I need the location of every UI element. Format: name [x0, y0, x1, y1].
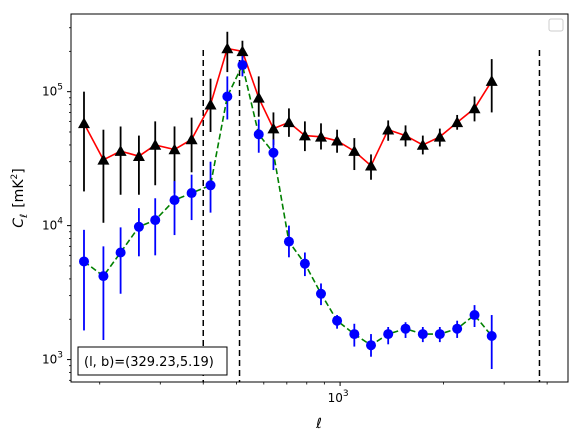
data-point — [222, 91, 233, 102]
data-point — [348, 145, 361, 156]
y-tick-label-0: 103 — [42, 351, 63, 367]
data-point — [150, 215, 161, 226]
data-point — [399, 129, 412, 141]
data-point — [486, 330, 497, 341]
y-axis-unit-end: ] — [11, 168, 27, 173]
data-point — [349, 329, 360, 340]
data-point — [268, 147, 279, 158]
data-point — [469, 310, 480, 321]
data-point — [468, 102, 481, 114]
data-point — [366, 340, 377, 351]
data-point — [133, 221, 144, 232]
axis-ticks: 103 104 105 103 — [42, 27, 548, 405]
series-line — [83, 47, 493, 167]
data-point — [132, 150, 145, 161]
data-point — [221, 42, 234, 54]
x-axis-title: ℓ — [315, 416, 322, 432]
data-point — [253, 129, 264, 140]
plot-frame — [70, 13, 569, 383]
series-layer — [77, 31, 498, 370]
series-0 — [77, 31, 498, 223]
data-point — [298, 129, 311, 141]
data-point — [383, 329, 394, 340]
data-point — [315, 288, 326, 299]
data-point — [299, 258, 310, 269]
data-point — [78, 256, 89, 267]
data-point — [283, 236, 294, 247]
annotation-text: (l, b)=(329.23,5.19) — [84, 355, 214, 370]
data-point — [149, 138, 162, 150]
data-point — [452, 323, 463, 334]
data-point — [205, 180, 216, 191]
data-point — [236, 45, 249, 57]
data-point — [400, 323, 411, 334]
series-1 — [78, 55, 497, 370]
data-point — [434, 329, 445, 340]
data-point — [98, 271, 109, 282]
legend — [548, 18, 564, 32]
y-axis-title: Cℓ [mK2] — [10, 168, 30, 227]
data-point — [114, 145, 127, 156]
data-point — [185, 133, 198, 145]
data-point — [267, 122, 280, 134]
coordinate-annotation: (l, b)=(329.23,5.19) — [77, 346, 228, 376]
data-point — [169, 195, 180, 206]
y-axis-symbol: C — [11, 218, 27, 228]
data-point — [331, 134, 344, 146]
data-point — [416, 138, 429, 150]
data-point — [282, 116, 295, 128]
series-line — [83, 62, 493, 347]
data-point — [204, 98, 217, 110]
data-point — [417, 329, 428, 340]
y-axis-unit-start: [mK — [11, 179, 27, 208]
data-point — [314, 130, 327, 142]
annotation-box — [77, 346, 228, 376]
data-point — [77, 117, 90, 129]
data-point — [237, 60, 248, 71]
data-point — [168, 143, 181, 155]
y-tick-label-2: 105 — [42, 83, 63, 99]
data-point — [97, 153, 110, 165]
legend-box — [548, 18, 564, 32]
y-axis-unit-power: 2 — [10, 174, 20, 180]
vertical-reference-lines — [202, 50, 541, 382]
y-tick-label-1: 104 — [42, 217, 63, 233]
data-point — [252, 91, 265, 103]
y-axis-label: Cℓ [mK2] — [10, 168, 30, 227]
data-point — [332, 315, 343, 326]
data-point — [485, 75, 498, 86]
data-point — [433, 130, 446, 142]
data-point — [451, 116, 464, 128]
x-tick-label-0: 103 — [328, 389, 349, 405]
data-point — [115, 247, 126, 258]
x-axis-label: ℓ — [315, 416, 322, 432]
data-point — [382, 123, 395, 135]
y-axis-subscript: ℓ — [19, 214, 30, 218]
data-point — [365, 159, 378, 171]
data-point — [186, 188, 197, 199]
